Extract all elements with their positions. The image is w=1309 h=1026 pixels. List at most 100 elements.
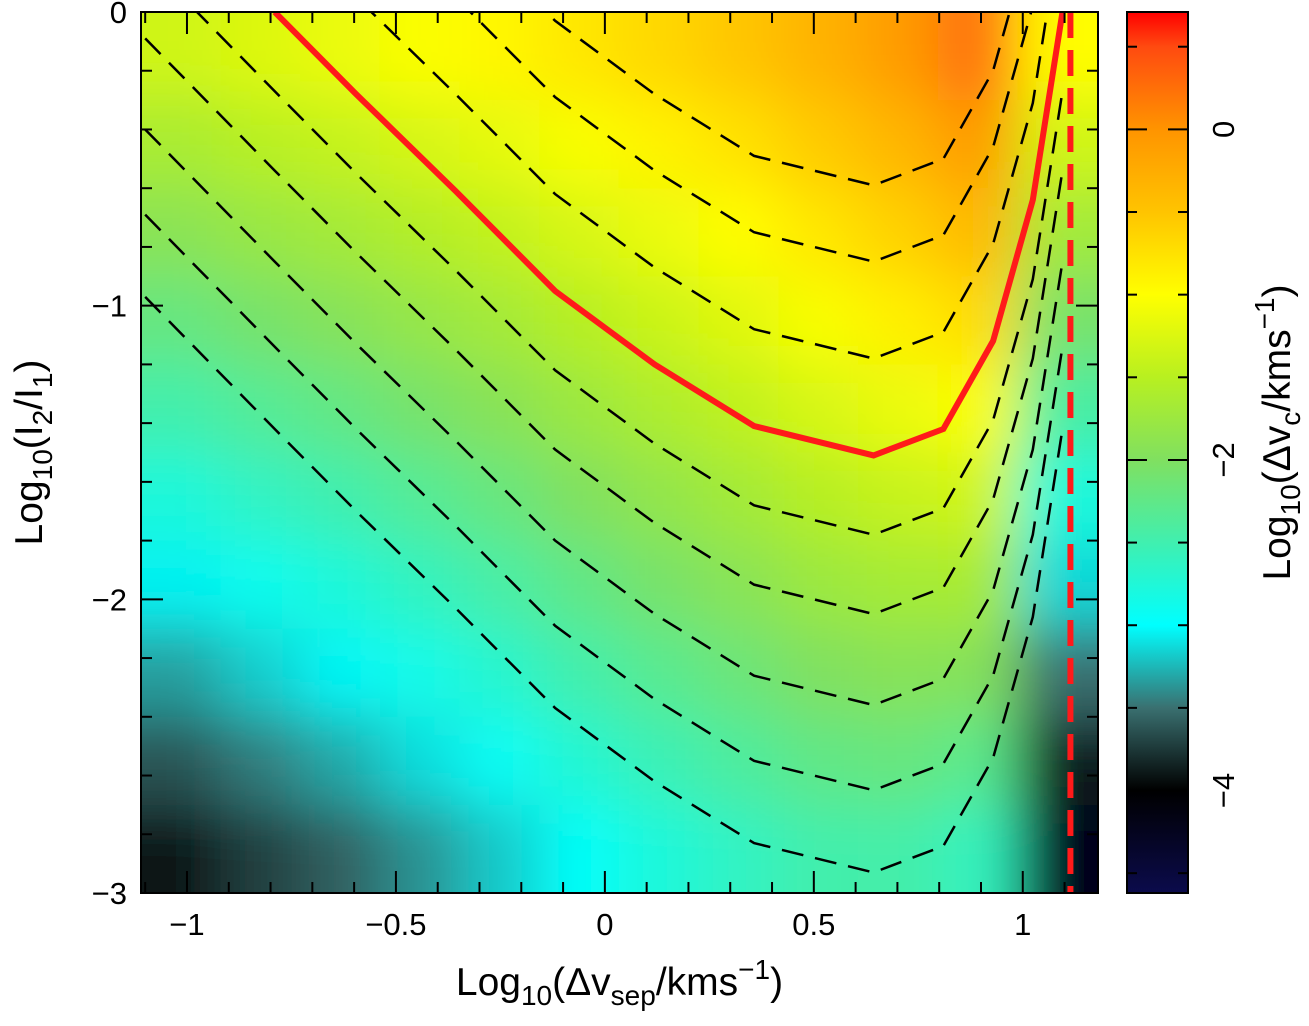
heat-cell [141,540,222,630]
heat-cell [379,628,461,718]
x-tick-label: 0.5 [792,907,835,942]
heat-cell [618,804,700,893]
heat-cell [539,804,620,893]
heat-cell [220,276,302,366]
colorbar-label-part: 10 [1275,484,1306,515]
y-axis-label-part: 10 [27,449,58,480]
heat-cell [858,12,939,102]
heat-cell [698,188,780,278]
heat-cell [858,100,939,190]
axes: −1 −0.5 0 0.5 10−1−2−30−2−4Log10(Δvsep/kms−1… [8,0,1306,1011]
heat-cell [539,188,620,278]
heat-cell [1017,452,1098,542]
x-axis-label: Log10(Δvsep/kms−1) [456,954,783,1011]
colorbar-label-part: ) [1256,284,1299,297]
heat-cell [1017,276,1098,366]
y-axis-label-part: (I [8,425,51,449]
heat-cell [539,716,620,806]
contour-line [144,295,1064,874]
y-tick-label: −3 [92,876,127,911]
contour-line [144,213,1064,792]
heat-cell [698,452,780,542]
heat-cell [220,452,302,542]
heat-cell [300,716,381,806]
contour-line [144,37,1064,616]
heat-cell [858,804,939,893]
heat-cell [220,100,302,190]
y-tick-label: −1 [92,289,127,324]
heat-cell [698,540,780,630]
heat-cell [379,716,461,806]
heat-cell [778,100,860,190]
heat-cell [937,628,1019,718]
heat-cell [459,628,541,718]
x-axis-label-part: sep [611,980,656,1011]
heat-cell [300,276,381,366]
heat-cell [539,628,620,718]
heat-cell [300,804,381,893]
x-axis-label-part: Log [456,961,521,1004]
heat-cell [539,364,620,454]
colorbar-label-part: −1 [1249,297,1280,329]
heat-cell [618,628,700,718]
contour-lines [144,12,1074,893]
heat-cell [539,12,620,102]
colorbar-label-part: /kms [1256,329,1299,411]
heat-cell [698,100,780,190]
heat-cell [937,12,1019,102]
heat-cell [220,804,302,893]
heat-cell [141,100,222,190]
heat-cell [1017,540,1098,630]
heat-cell [618,100,700,190]
heat-cell [459,540,541,630]
heat-cell [778,276,860,366]
heat-cell [698,364,780,454]
heat-cell [1017,628,1098,718]
heat-cell [778,716,860,806]
heat-cell [1017,364,1098,454]
heat-cell [698,276,780,366]
y-tick-label: 0 [110,0,127,30]
heat-cell [459,12,541,102]
heat-cell [618,188,700,278]
colorbar-label-part: (Δv [1256,425,1299,484]
heat-cell [618,12,700,102]
colorbar-label: Log10(Δvc/kms−1) [1249,284,1306,580]
contour-line [468,12,1033,263]
heat-cell [141,716,222,806]
heat-cell [220,716,302,806]
heat-cell [618,452,700,542]
heat-cell [778,804,860,893]
heat-cell [858,540,939,630]
heat-cell [141,188,222,278]
heat-cell [698,804,780,893]
colorbar-tick-label: −2 [1206,442,1241,477]
colorbar-tick-label: 0 [1206,121,1241,138]
y-axis-label-part: /I [8,388,51,410]
heat-cell [937,188,1019,278]
heat-cell [459,364,541,454]
plot-frame [140,11,1099,894]
heat-cell [220,12,302,102]
heat-cell [141,628,222,718]
heat-cell [539,540,620,630]
heat-cell [220,540,302,630]
heat-cell [300,100,381,190]
heat-cell [858,364,939,454]
y-axis-label-part: 2 [27,410,58,426]
x-axis-label-part: −1 [738,954,770,985]
heat-cell [141,452,222,542]
heat-cell [220,628,302,718]
series-line [272,12,1066,459]
heat-cell [698,12,780,102]
heat-cell [379,276,461,366]
heat-cell [379,540,461,630]
heat-cell [778,12,860,102]
heat-cell [459,452,541,542]
heat-cell [141,364,222,454]
heat-cell [858,716,939,806]
heat-cell [220,364,302,454]
heat-cell [618,716,700,806]
heat-cell [698,716,780,806]
contour-line [195,12,1064,537]
